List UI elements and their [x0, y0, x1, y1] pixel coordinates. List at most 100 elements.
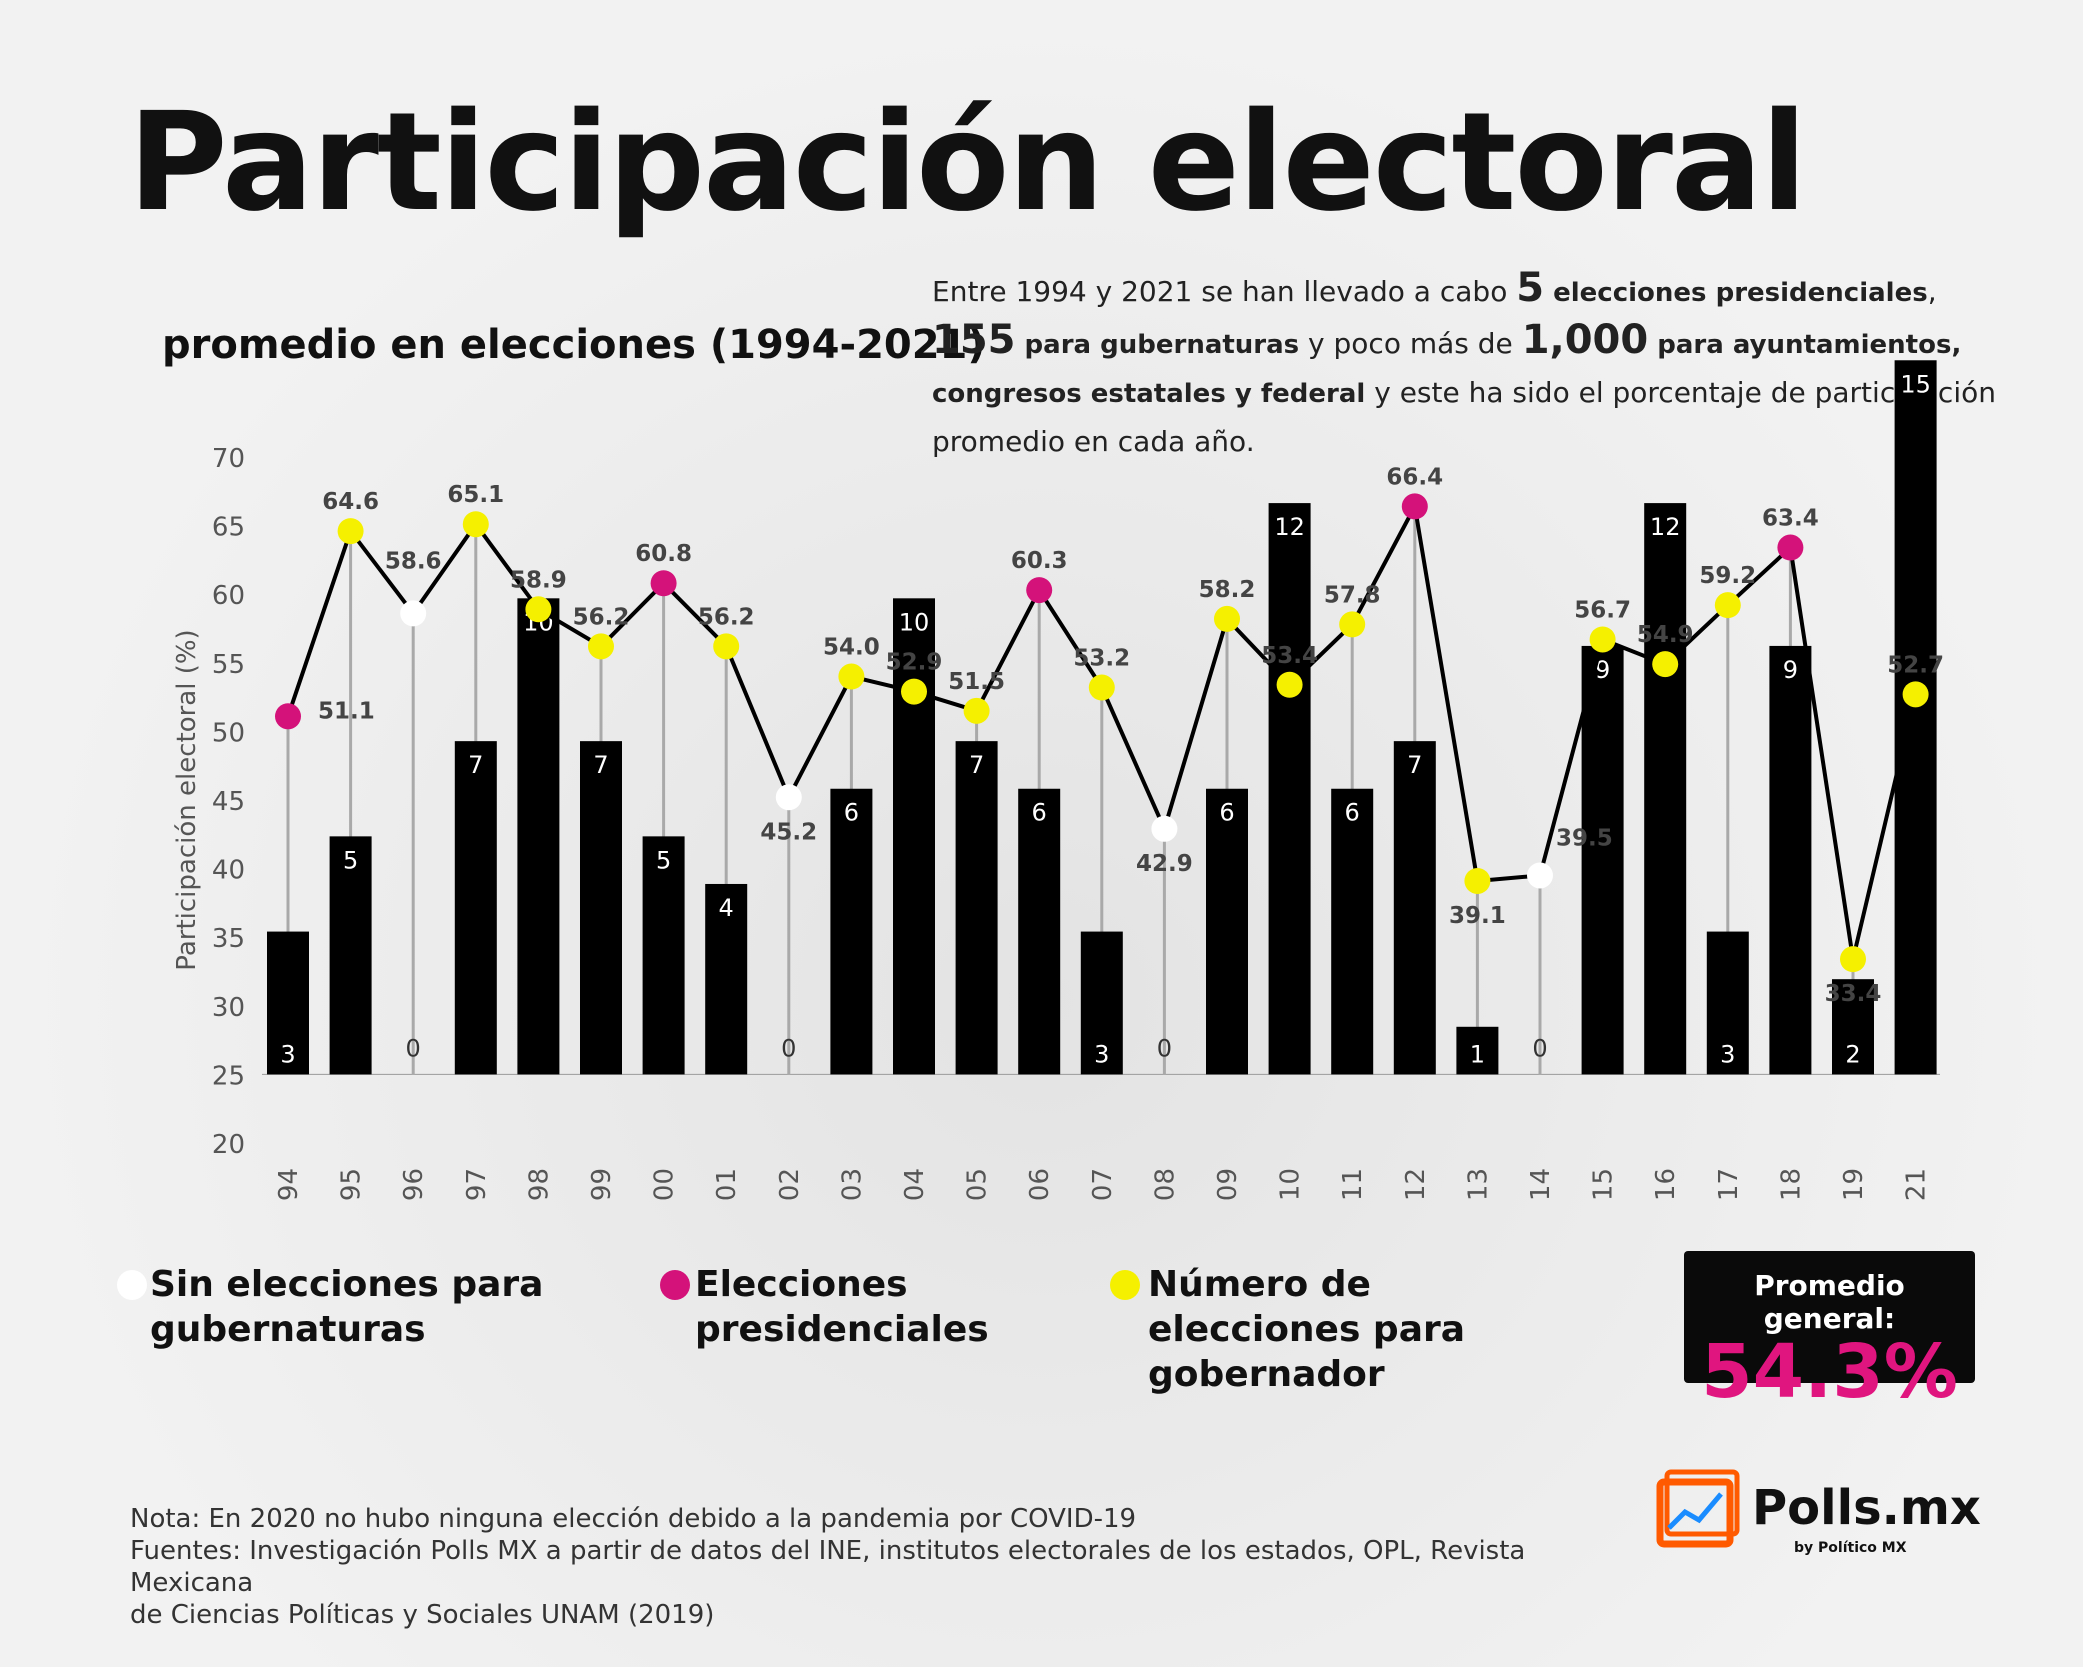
participation-point — [901, 678, 927, 705]
bar — [893, 598, 935, 1075]
bar-value-label: 12 — [1650, 513, 1681, 541]
bar — [1080, 931, 1123, 1075]
bar-value-label: 7 — [593, 751, 608, 779]
x-tick-label: 2019 — [1839, 1168, 1869, 1200]
bar — [1331, 788, 1374, 1075]
point-value-label: 54.9 — [1637, 622, 1694, 648]
participation-point — [588, 633, 614, 660]
legend-white-dot-icon — [117, 1270, 147, 1300]
bar — [830, 788, 873, 1075]
participation-point — [1339, 611, 1366, 638]
bar-value-label: 2 — [1845, 1040, 1860, 1068]
legend-magenta-text: Elecciones presidenciales — [695, 1264, 989, 1350]
x-tick-label: 2021 — [1902, 1168, 1932, 1200]
x-tick-label: 1996 — [399, 1168, 429, 1200]
bar-value-label: 3 — [1720, 1040, 1735, 1068]
participation-point — [1714, 592, 1741, 619]
participation-point — [525, 596, 552, 623]
legend-yellow-label: Número de elecciones para gobernador — [1148, 1262, 1588, 1397]
legend-yellow-dot-icon — [1110, 1270, 1140, 1300]
y-tick-label: 25 — [212, 1061, 245, 1091]
intro-p3: y poco más de — [1299, 327, 1522, 360]
x-tick-label: 2016 — [1651, 1168, 1681, 1200]
intro-b2: para gubernaturas — [1015, 330, 1300, 360]
bar-value-label: 6 — [844, 799, 859, 827]
point-value-label: 56.7 — [1574, 597, 1631, 623]
average-label: Promedio general: — [1754, 1269, 1905, 1335]
bar — [267, 931, 309, 1075]
point-value-label: 64.6 — [322, 489, 379, 515]
participation-point — [1276, 671, 1303, 698]
point-value-label: 63.4 — [1762, 506, 1819, 532]
y-tick-label: 50 — [212, 718, 245, 748]
y-tick-label: 60 — [212, 581, 245, 611]
participation-point — [1088, 674, 1115, 701]
x-tick-label: 1999 — [587, 1168, 617, 1200]
participation-point — [1652, 651, 1679, 678]
x-tick-label: 2015 — [1589, 1168, 1619, 1200]
point-value-label: 45.2 — [760, 819, 817, 845]
bar — [1268, 503, 1311, 1075]
chart-subtitle: promedio en elecciones (1994-2021) — [162, 322, 986, 368]
bar — [1706, 931, 1749, 1075]
participation-point — [275, 703, 301, 730]
intro-n1: 5 — [1516, 265, 1545, 311]
bar-value-label: 5 — [343, 846, 358, 874]
bar — [1894, 360, 1937, 1075]
point-value-label: 51.1 — [318, 698, 375, 724]
intro-p5: promedio en cada año. — [932, 425, 1255, 458]
y-tick-label: 35 — [212, 924, 245, 954]
bar-value-label: 6 — [1032, 799, 1047, 827]
participation-point — [713, 633, 740, 660]
bar-value-label: 3 — [1094, 1040, 1109, 1068]
x-tick-label: 2017 — [1714, 1168, 1744, 1200]
bar — [1018, 788, 1061, 1075]
x-tick-label: 1997 — [462, 1168, 492, 1200]
page-title: Participación electoral — [128, 84, 1807, 242]
bar-value-label: 15 — [1900, 370, 1931, 398]
x-tick-label: 2013 — [1463, 1168, 1493, 1200]
bar-value-label: 0 — [781, 1034, 796, 1062]
bar — [1206, 788, 1248, 1075]
note-line-3: de Ciencias Políticas y Sociales UNAM (2… — [130, 1600, 715, 1630]
bar — [642, 836, 685, 1075]
intro-p1: Entre 1994 y 2021 se han llevado a cabo — [932, 275, 1517, 308]
x-tick-label: 2002 — [775, 1168, 805, 1200]
x-tick-label: 2003 — [837, 1168, 867, 1200]
x-tick-label: 2007 — [1088, 1168, 1118, 1200]
bar — [1832, 979, 1874, 1075]
bar-value-label: 7 — [468, 751, 483, 779]
participation-point — [400, 600, 427, 627]
x-tick-label: 2014 — [1526, 1168, 1556, 1200]
x-tick-label: 2012 — [1401, 1168, 1431, 1200]
x-tick-label: 2018 — [1776, 1168, 1806, 1200]
participation-point — [1026, 577, 1053, 604]
participation-point — [1902, 681, 1929, 708]
x-tick-label: 2010 — [1276, 1168, 1306, 1200]
y-axis-label: Participación electoral (%) — [172, 629, 202, 970]
average-box: Promedio general: 54.3% — [1684, 1251, 1975, 1409]
participation-point — [1589, 626, 1616, 653]
bar — [1644, 503, 1687, 1075]
participation-point — [1214, 605, 1240, 632]
legend-magenta-label: Elecciones presidenciales — [695, 1262, 995, 1352]
participation-point — [462, 511, 489, 538]
participation-point — [1840, 946, 1866, 973]
x-tick-label: 2001 — [712, 1168, 742, 1200]
point-value-label: 52.9 — [886, 650, 943, 676]
footnotes: Nota: En 2020 no hubo ninguna elección d… — [130, 1503, 1600, 1631]
bar-value-label: 0 — [406, 1034, 421, 1062]
bar-value-label: 10 — [899, 608, 930, 636]
bar — [517, 598, 560, 1075]
intro-b4: congresos estatales y federal — [932, 379, 1366, 409]
point-value-label: 33.4 — [1825, 981, 1882, 1007]
bar — [1769, 645, 1812, 1075]
bar-value-label: 6 — [1345, 799, 1360, 827]
bar-value-label: 1 — [1470, 1040, 1485, 1068]
participation-point — [838, 663, 865, 690]
participation-point — [1151, 815, 1178, 842]
point-value-label: 58.9 — [510, 567, 567, 593]
bar — [955, 741, 998, 1075]
bar — [1393, 741, 1436, 1075]
